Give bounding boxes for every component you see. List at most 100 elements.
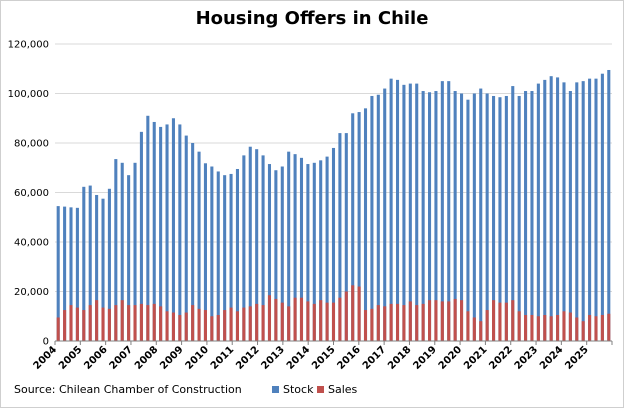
stock-bar [312, 162, 316, 341]
sales-bar [127, 305, 131, 341]
stock-bar [139, 131, 143, 341]
sales-bar [492, 300, 496, 341]
sales-bar [434, 300, 438, 341]
stock-bar [447, 81, 451, 342]
legend-item-sales: Sales [317, 383, 357, 396]
stock-bar [511, 86, 515, 341]
stock-bar [133, 162, 137, 341]
stock-bar [607, 69, 611, 342]
sales-bar [152, 303, 156, 342]
stock-bar [319, 160, 323, 341]
sales-bar [600, 315, 604, 341]
stock-bar [421, 91, 425, 341]
sales-bar [440, 301, 444, 341]
stock-bar [389, 78, 393, 342]
sales-bar [203, 310, 207, 341]
x-tick-label: 2020 [437, 344, 464, 371]
y-tick-label: 0 [43, 337, 49, 348]
sales-bar [408, 301, 412, 341]
sales-bar [293, 297, 297, 341]
stock-bar [82, 186, 86, 341]
sales-bar [197, 308, 201, 341]
stock-bar [562, 82, 566, 342]
stock-bar [472, 93, 476, 341]
stock-bar [408, 83, 412, 341]
sales-bar [498, 302, 502, 341]
sales-bar [460, 300, 464, 341]
stock-bar [370, 95, 374, 341]
sales-bar [543, 315, 547, 341]
sales-bar [306, 301, 310, 341]
stock-bar [428, 92, 432, 341]
stock-bar [267, 164, 272, 341]
legend-label-sales: Sales [328, 383, 358, 396]
x-tick-label: 2017 [361, 344, 388, 371]
stock-bar [536, 83, 540, 341]
stock-bar [171, 118, 175, 341]
y-tick-label: 20,000 [14, 287, 49, 298]
chart-title: Housing Offers in Chile [195, 8, 429, 29]
stock-bar [287, 151, 291, 341]
sales-bar [165, 311, 169, 341]
x-tick-label: 2019 [411, 344, 438, 371]
x-tick-label: 2005 [57, 344, 84, 371]
stock-bar [159, 126, 163, 341]
sales-bar [421, 303, 425, 342]
x-tick-label: 2018 [386, 344, 413, 371]
stock-bar [498, 97, 502, 342]
stock-bar [530, 91, 534, 341]
sales-bar [95, 300, 99, 341]
stock-bar [517, 95, 521, 341]
source-note: Source: Chilean Chamber of Construction [14, 383, 242, 396]
sales-bar [120, 300, 124, 341]
sales-bar [575, 317, 579, 341]
sales-bar [588, 315, 592, 341]
stock-bar [152, 121, 156, 342]
sales-bar [267, 295, 272, 341]
sales-bar [184, 312, 188, 341]
x-tick-label: 2022 [487, 344, 514, 371]
stock-bar [588, 78, 592, 342]
stock-bar [248, 146, 252, 341]
stock-bar [338, 133, 342, 341]
x-tick-label: 2007 [108, 344, 135, 371]
x-tick-label: 2008 [133, 344, 160, 371]
sales-bar [229, 307, 233, 341]
stock-bar [299, 157, 304, 341]
sales-bar [63, 310, 67, 341]
sales-bar [319, 300, 323, 341]
sales-bar [581, 321, 585, 341]
sales-bar [428, 300, 432, 341]
sales-bar [351, 285, 355, 341]
stock-bar [120, 162, 124, 341]
sales-bar [556, 315, 560, 341]
stock-bar [235, 168, 239, 341]
stock-bar [280, 166, 284, 341]
x-axis [54, 340, 613, 345]
stock-bar [568, 91, 572, 341]
sales-bar [139, 303, 143, 342]
sales-bar [75, 307, 79, 341]
x-tick-label: 2015 [310, 344, 337, 371]
y-tick-label: 60,000 [14, 188, 49, 199]
stock-bar [331, 147, 336, 341]
sales-bar [331, 302, 336, 341]
stock-bar [127, 175, 131, 341]
sales-bar [114, 305, 118, 341]
x-tick-label: 2010 [184, 344, 211, 371]
x-axis-tick-labels: 2004200520062007200820092010201120122013… [32, 344, 591, 371]
stock-bar [363, 108, 368, 341]
sales-bar [549, 316, 553, 341]
sales-bar [447, 301, 451, 341]
sales-bar [242, 307, 246, 341]
sales-bar [312, 303, 316, 342]
stock-bar [383, 88, 387, 341]
stock-bar [178, 124, 182, 341]
sales-bar [524, 315, 528, 341]
sales-bar [504, 302, 508, 341]
stock-bar [485, 93, 489, 341]
sales-bar [344, 291, 348, 341]
stock-bar [69, 207, 73, 341]
sales-bar [357, 286, 361, 341]
